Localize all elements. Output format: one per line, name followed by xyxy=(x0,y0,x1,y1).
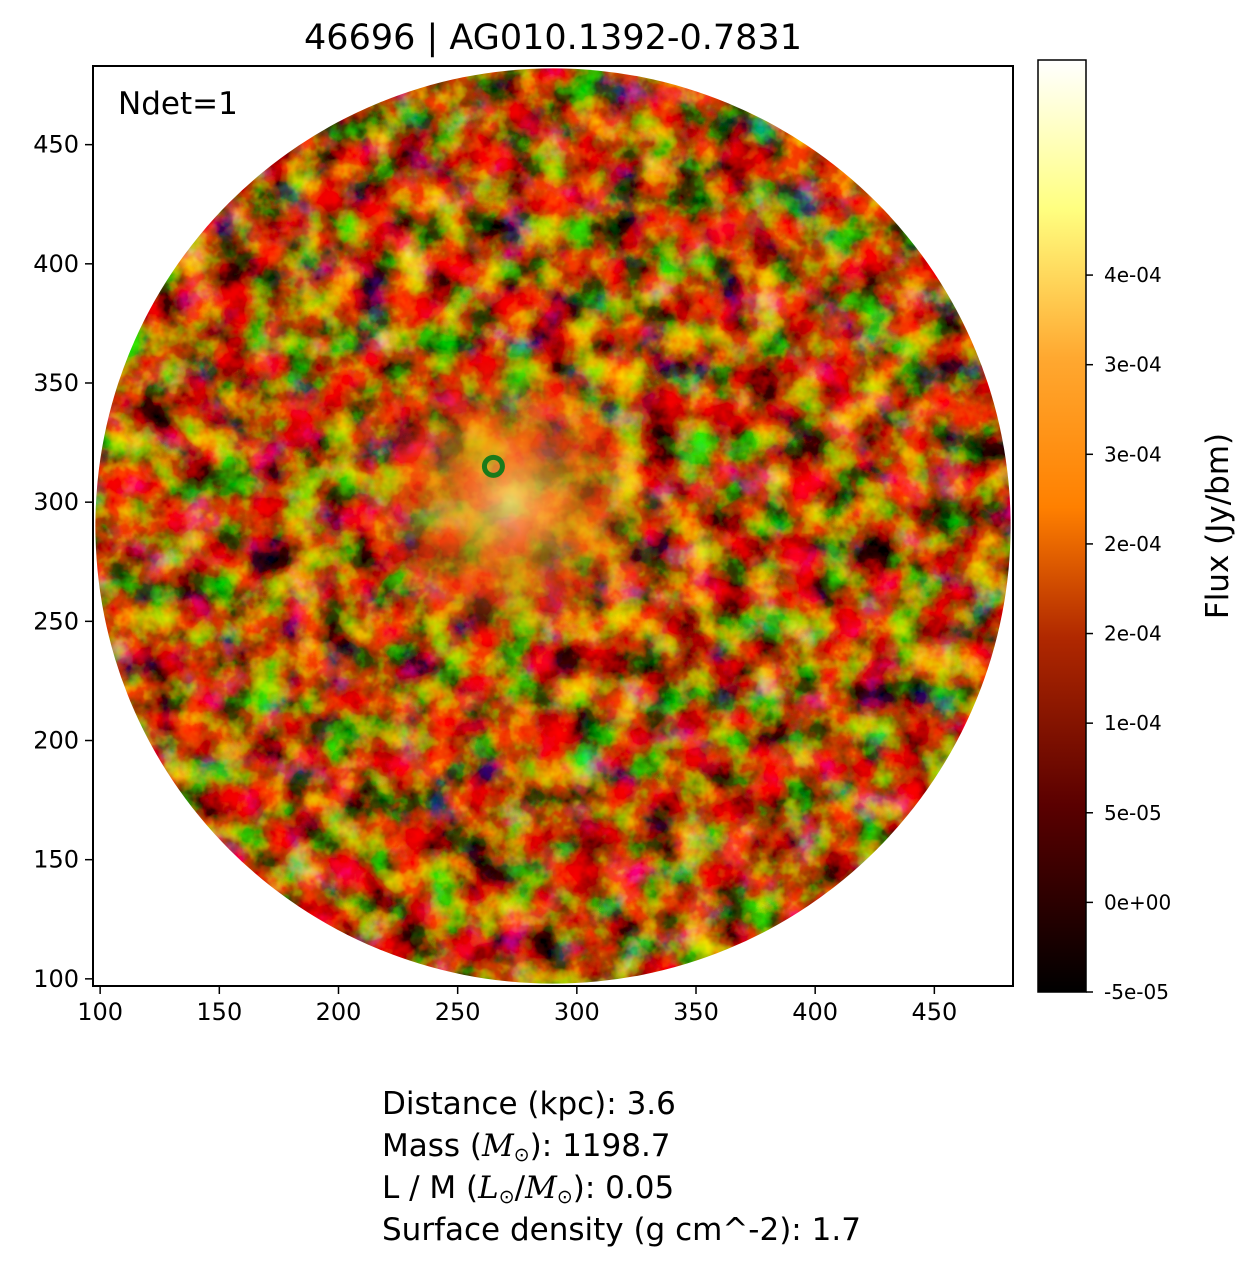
mass-symbol: M xyxy=(525,1170,557,1206)
plot-frame xyxy=(92,65,1014,987)
colorbar-tick-label: -5e-05 xyxy=(1104,980,1169,1004)
x-tick-label: 400 xyxy=(792,998,838,1026)
y-axis: 100 150 200 250 300 350 400 450 xyxy=(33,131,93,993)
colorbar-tick-label: 5e-05 xyxy=(1104,801,1162,825)
x-tick-label: 200 xyxy=(316,998,362,1026)
y-tick-label: 400 xyxy=(33,250,79,278)
plot-area: Ndet=1 100 150 200 250 300 350 400 450 100 150 20… xyxy=(33,65,1014,1026)
mass-symbol: M xyxy=(482,1128,514,1164)
info-distance: Distance (kpc): 3.6 xyxy=(382,1086,676,1122)
info-surface-density: Surface density (g cm^-2): 1.7 xyxy=(382,1212,861,1248)
colorbar-tick-label: 2e-04 xyxy=(1104,622,1162,646)
y-tick-label: 450 xyxy=(33,131,79,159)
x-tick-label: 300 xyxy=(554,998,600,1026)
sun-symbol: ⊙ xyxy=(513,1144,530,1166)
x-tick-label: 450 xyxy=(911,998,957,1026)
source-marker xyxy=(481,454,505,478)
info-mass-prefix: Mass ( xyxy=(382,1128,482,1164)
colorbar-tick-label: 0e+00 xyxy=(1104,890,1171,914)
sun-symbol: ⊙ xyxy=(556,1186,573,1208)
info-mass: Mass (M⊙): 1198.7 xyxy=(382,1128,671,1166)
x-tick-label: 350 xyxy=(673,998,719,1026)
x-tick-label: 100 xyxy=(77,998,123,1026)
colorbar-scale xyxy=(1037,59,1087,993)
colorbar-tick-label: 4e-04 xyxy=(1104,263,1162,287)
colorbar-tick-label: 1e-04 xyxy=(1104,711,1162,735)
colorbar-label: Flux (Jy/bm) xyxy=(1200,433,1236,619)
info-lm-suffix: ): 0.05 xyxy=(572,1170,675,1206)
x-tick-label: 150 xyxy=(196,998,242,1026)
lum-symbol: L xyxy=(478,1170,499,1206)
sun-symbol: ⊙ xyxy=(498,1186,515,1208)
flux-map xyxy=(95,68,1011,984)
colorbar-ticks: -5e-05 0e+00 5e-05 1e-04 2e-04 2e-04 3e-04 3e-0… xyxy=(1086,263,1171,1004)
colorbar: -5e-05 0e+00 5e-05 1e-04 2e-04 2e-04 3e-04 3e-0… xyxy=(1037,59,1236,1004)
colorbar-tick-label: 2e-04 xyxy=(1104,532,1162,556)
colorbar-tick-label: 3e-04 xyxy=(1104,353,1162,377)
y-tick-label: 350 xyxy=(33,369,79,397)
info-lm: L / M (L⊙/M⊙): 0.05 xyxy=(382,1170,675,1208)
y-tick-label: 300 xyxy=(33,488,79,516)
x-axis: 100 150 200 250 300 350 400 450 xyxy=(77,986,957,1026)
x-tick-label: 250 xyxy=(435,998,481,1026)
y-tick-label: 100 xyxy=(33,965,79,993)
y-tick-label: 150 xyxy=(33,846,79,874)
info-lm-prefix: L / M ( xyxy=(382,1170,479,1206)
figure: 46696 | AG010.1392-0.7831 Ndet=1 100 150 2… xyxy=(33,18,1236,1026)
y-tick-label: 200 xyxy=(33,727,79,755)
info-mass-suffix: ): 1198.7 xyxy=(529,1128,671,1164)
chart-title: 46696 | AG010.1392-0.7831 xyxy=(304,18,802,58)
ndet-annotation: Ndet=1 xyxy=(118,86,238,122)
y-tick-label: 250 xyxy=(33,607,79,635)
bright-emission-region xyxy=(367,359,654,646)
colorbar-tick-label: 3e-04 xyxy=(1104,442,1162,466)
